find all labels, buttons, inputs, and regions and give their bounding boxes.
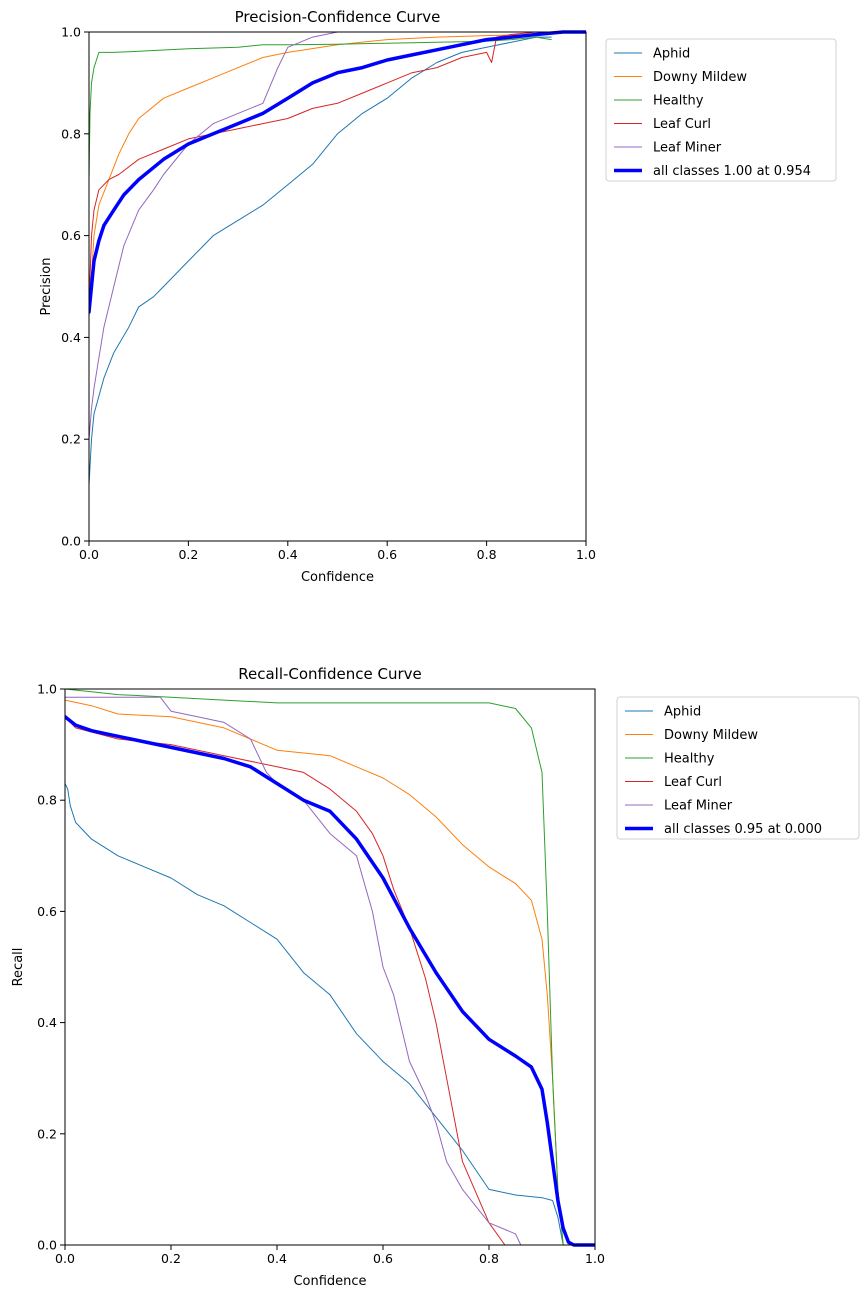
series-line-leaf-curl <box>65 716 595 1246</box>
x-tick-label: 0.4 <box>278 547 298 562</box>
legend-label: Healthy <box>664 752 715 767</box>
y-tick-label: 0.4 <box>61 330 81 345</box>
y-tick-label: 0.2 <box>61 432 81 447</box>
chart-title: Precision-Confidence Curve <box>235 8 441 26</box>
x-tick-label: 0.2 <box>161 1251 181 1266</box>
plot-frame <box>64 688 596 1246</box>
legend-label: Downy Mildew <box>664 728 758 743</box>
legend-label: Aphid <box>664 705 701 720</box>
legend-label: Healthy <box>653 94 704 109</box>
y-tick-label: 0.2 <box>37 1126 57 1141</box>
series-line-leaf-miner <box>65 696 595 1246</box>
y-tick-label: 0.6 <box>61 228 81 243</box>
series-line-aphid <box>65 783 595 1246</box>
y-tick-label: 0.0 <box>61 534 81 549</box>
x-tick-label: 0.6 <box>377 547 397 562</box>
plot-frame <box>88 31 587 542</box>
legend-box <box>616 696 860 840</box>
y-tick-label: 0.6 <box>37 904 57 919</box>
legend: Aphid Downy Mildew Healthy Leaf Curl Leaf Mi… <box>616 696 860 840</box>
series-line-healthy <box>65 688 595 1246</box>
legend-label: all classes 1.00 at 0.954 <box>653 164 811 179</box>
chart-title: Recall-Confidence Curve <box>238 665 422 683</box>
x-tick-label: 0.6 <box>373 1251 393 1266</box>
y-tick-label: 1.0 <box>37 682 57 697</box>
y-tick-label: 0.8 <box>61 126 81 141</box>
y-tick-label: 0.0 <box>37 1238 57 1253</box>
recall-confidence-chart: Recall-Confidence Curve 0.0 0.2 0.4 0.6 0.8 1.… <box>11 665 860 1289</box>
y-axis-label: Precision <box>39 257 54 315</box>
precision-confidence-chart: Precision-Confidence Curve 0.0 0.2 0.4 0.6 0.… <box>39 8 837 585</box>
x-tick-label: 0.8 <box>477 547 497 562</box>
legend-label: Aphid <box>653 47 690 62</box>
series-line-all-classes-0-95-at-0-000 <box>65 715 595 1247</box>
y-tick-label: 0.4 <box>37 1015 57 1030</box>
x-tick-label: 0.4 <box>267 1251 287 1266</box>
y-tick-label: 1.0 <box>61 25 81 40</box>
legend-box <box>605 38 837 182</box>
x-axis-label: Confidence <box>293 1274 366 1289</box>
legend-label: Downy Mildew <box>653 70 747 85</box>
plot-area <box>89 30 586 486</box>
x-tick-label: 0.0 <box>55 1251 75 1266</box>
legend-label: Leaf Curl <box>653 117 711 132</box>
series-line-downy-mildew <box>65 699 595 1246</box>
series-line-healthy <box>89 36 552 181</box>
legend-label: all classes 0.95 at 0.000 <box>664 822 822 837</box>
x-axis-label: Confidence <box>301 570 374 585</box>
legend-label: Leaf Miner <box>664 799 733 814</box>
series-line-leaf-miner <box>89 31 338 440</box>
x-tick-label: 1.0 <box>576 547 596 562</box>
x-tick-label: 0.0 <box>79 547 99 562</box>
legend-label: Leaf Curl <box>664 775 722 790</box>
series-line-leaf-curl <box>89 31 586 308</box>
series-line-aphid <box>89 36 552 486</box>
plot-area <box>65 688 595 1247</box>
x-tick-label: 0.8 <box>479 1251 499 1266</box>
legend-label: Leaf Miner <box>653 141 722 156</box>
legend: Aphid Downy Mildew Healthy Leaf Curl Leaf Mi… <box>605 38 837 182</box>
x-tick-label: 0.2 <box>178 547 198 562</box>
series-line-all-classes-1-00-at-0-954 <box>89 30 586 314</box>
y-axis-label: Recall <box>11 948 26 987</box>
series-line-downy-mildew <box>89 31 552 318</box>
y-tick-label: 0.8 <box>37 793 57 808</box>
x-tick-label: 1.0 <box>585 1251 605 1266</box>
